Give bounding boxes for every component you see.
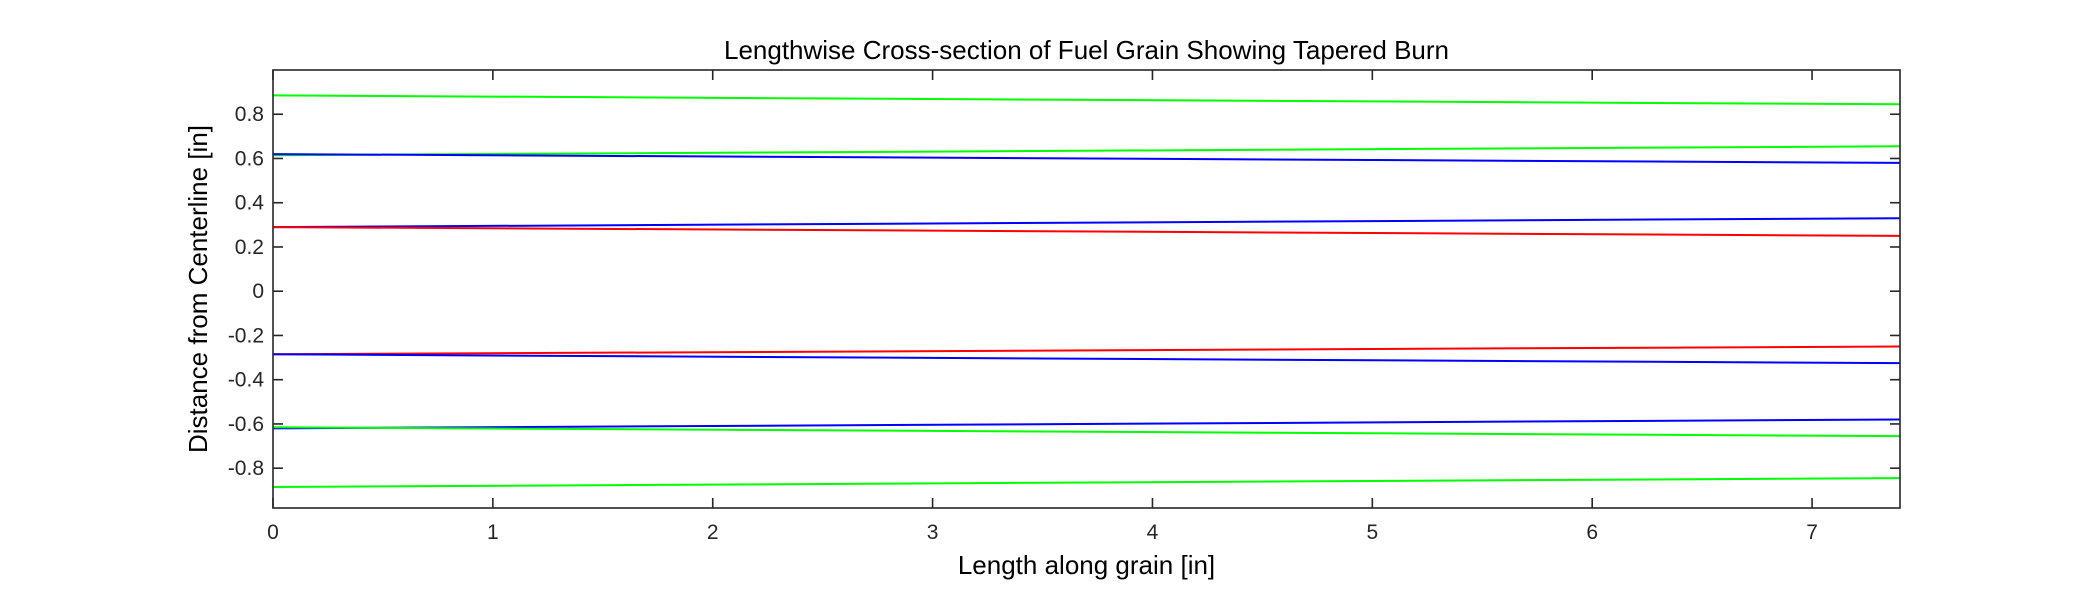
series-line-6 bbox=[272, 345, 1901, 356]
x-tick-label: 2 bbox=[707, 521, 719, 544]
x-tick-label: 7 bbox=[1806, 521, 1818, 544]
series-line-1 bbox=[272, 94, 1901, 106]
x-tick-label: 3 bbox=[927, 521, 939, 544]
y-tick-label: 0.6 bbox=[235, 147, 264, 170]
chart-title: Lengthwise Cross-section of Fuel Grain S… bbox=[724, 35, 1449, 65]
y-tick-label: -0.4 bbox=[228, 369, 265, 392]
x-tick-label: 5 bbox=[1366, 521, 1378, 544]
y-tick-label: 0.2 bbox=[235, 236, 264, 259]
y-tick-label: 0 bbox=[252, 280, 264, 303]
x-tick-label: 4 bbox=[1147, 521, 1159, 544]
series-line-5 bbox=[272, 226, 1901, 237]
y-tick-label: -0.8 bbox=[228, 457, 264, 480]
x-tick-label: 1 bbox=[487, 521, 499, 544]
series-line-8 bbox=[272, 418, 1901, 430]
y-tick-label: -0.6 bbox=[228, 413, 264, 436]
series-layer bbox=[272, 94, 1901, 488]
y-axis-title: Distance from Centerline [in] bbox=[183, 125, 213, 453]
y-tick-label: -0.2 bbox=[228, 324, 264, 347]
series-line-7 bbox=[272, 353, 1901, 365]
series-line-10 bbox=[272, 477, 1901, 488]
series-line-4 bbox=[272, 217, 1901, 229]
x-axis-title: Length along grain [in] bbox=[958, 550, 1215, 580]
x-tick-label: 0 bbox=[267, 521, 279, 544]
x-tick-label: 6 bbox=[1586, 521, 1598, 544]
series-line-2 bbox=[272, 145, 1901, 157]
series-line-3 bbox=[272, 153, 1901, 164]
y-tick-label: 0.4 bbox=[235, 192, 265, 215]
series-line-9 bbox=[272, 426, 1901, 438]
y-tick-label: 0.8 bbox=[235, 103, 264, 126]
plot-area-frame bbox=[272, 69, 1901, 509]
ticks-layer: 0 1 2 3 4 5 6 7 -0.8 -0.6 -0.4 -0.2 0 0.2 0.4 0.6 0.8 bbox=[228, 70, 1900, 544]
